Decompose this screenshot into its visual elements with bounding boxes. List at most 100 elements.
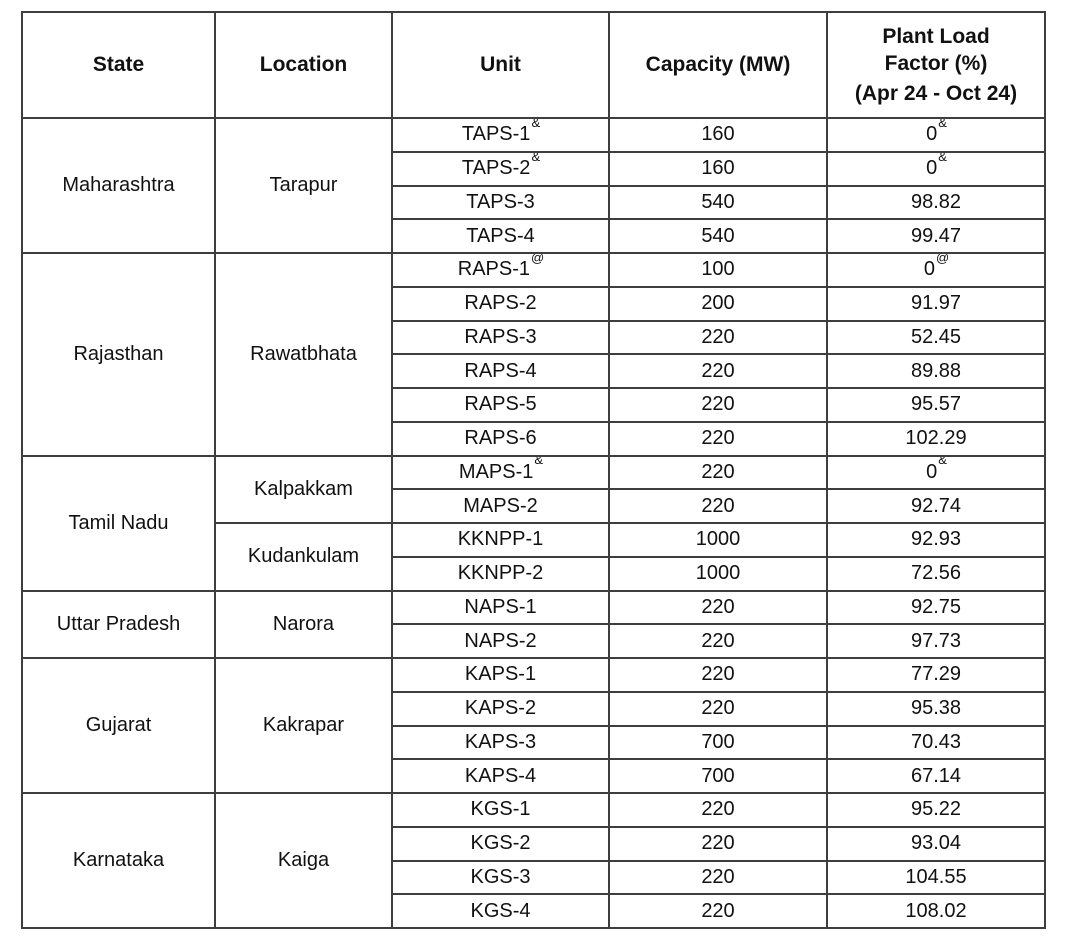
capacity-cell-text: 220 xyxy=(701,325,735,348)
plf-cell: 95.38 xyxy=(826,690,1046,727)
unit-cell: KGS-1 xyxy=(391,792,610,828)
unit-cell: MAPS-1& xyxy=(391,454,610,491)
unit-cell-text: KGS-2 xyxy=(470,832,531,855)
table-row: Karnataka Kaiga KGS-1 220 95.22 xyxy=(21,792,1046,929)
unit-cell: KAPS-4 xyxy=(391,758,610,794)
capacity-cell-text: 540 xyxy=(701,190,735,213)
unit-cell-text: RAPS-1 xyxy=(457,258,531,281)
unit-cell-text: RAPS-3 xyxy=(464,325,537,348)
state-cell: Maharashtra xyxy=(21,117,216,254)
plf-cell-superscript-marker: @ xyxy=(935,253,950,265)
location-cell: Kalpakkam xyxy=(214,454,393,524)
plf-cell: 97.73 xyxy=(826,623,1046,659)
capacity-cell: 100 xyxy=(608,252,828,288)
plf-cell-superscript-marker: & xyxy=(938,455,947,468)
capacity-cell: 700 xyxy=(608,758,828,794)
unit-cell: KGS-3 xyxy=(391,859,610,896)
unit-cell-text: RAPS-4 xyxy=(464,359,537,382)
plant-load-factor-table: State Location Unit Capacity (MW) Plant … xyxy=(21,11,1046,929)
plf-cell-text: 77.29 xyxy=(910,663,962,686)
unit-cell: RAPS-2 xyxy=(391,285,610,322)
table-row: RAPS-5 220 95.57 xyxy=(22,387,1046,423)
header-row: State Location Unit Capacity (MW) Plant … xyxy=(21,11,1046,119)
capacity-cell: 1000 xyxy=(608,555,828,592)
capacity-cell: 220 xyxy=(608,893,828,929)
plf-cell: 95.22 xyxy=(826,792,1046,828)
location-cell-text: Tarapur xyxy=(269,174,338,196)
table-row: Rajasthan Rawatbhata RAPS-1@ 100 0@ xyxy=(21,252,1046,457)
capacity-cell: 700 xyxy=(608,724,828,761)
capacity-cell: 160 xyxy=(608,150,828,187)
plf-cell-text: 95.22 xyxy=(910,798,962,821)
table-row: Kudankulam KKNPP-1 1000 92.93 xyxy=(22,522,1046,592)
capacity-cell-text: 220 xyxy=(701,460,735,483)
plf-cell-text: 95.38 xyxy=(910,697,962,720)
plf-cell-text: 93.04 xyxy=(910,832,962,855)
table-row: Maharashtra Tarapur TAPS-1& 160 0& xyxy=(21,117,1046,254)
unit-cell: TAPS-4 xyxy=(391,218,610,254)
unit-cell-superscript-marker: & xyxy=(531,151,541,164)
location-cell: Rawatbhata xyxy=(214,252,393,457)
location-cell-text: Kakrapar xyxy=(262,714,345,736)
plf-cell: 108.02 xyxy=(826,893,1046,929)
capacity-cell-text: 220 xyxy=(701,427,735,450)
table-row: Uttar Pradesh Narora NAPS-1 220 92.75 xyxy=(21,589,1046,659)
capacity-cell-text: 160 xyxy=(701,123,735,146)
header-plf-line-1: Plant Load xyxy=(882,25,990,48)
unit-cell-text: TAPS-3 xyxy=(466,190,535,213)
capacity-cell: 220 xyxy=(608,454,828,491)
unit-cell-text: KKNPP-2 xyxy=(457,562,544,585)
unit-cell: KAPS-2 xyxy=(391,690,610,727)
capacity-cell-text: 220 xyxy=(701,663,735,686)
capacity-cell-text: 1000 xyxy=(695,562,741,585)
capacity-cell: 220 xyxy=(608,420,828,457)
unit-cell: KKNPP-2 xyxy=(391,555,610,592)
capacity-cell: 220 xyxy=(608,488,828,524)
plf-cell: 99.47 xyxy=(826,218,1046,254)
capacity-cell-text: 220 xyxy=(701,899,735,922)
capacity-cell: 220 xyxy=(608,859,828,896)
plf-cell-text: 0 xyxy=(926,157,938,180)
capacity-cell-text: 200 xyxy=(701,292,735,315)
unit-cell-text: KAPS-3 xyxy=(464,730,537,753)
capacity-cell: 220 xyxy=(608,623,828,659)
plf-cell-text: 92.75 xyxy=(910,595,962,618)
state-cell: Rajasthan xyxy=(21,252,216,457)
unit-cell: TAPS-2& xyxy=(391,150,610,187)
table-row: KAPS-3 700 70.43 xyxy=(22,724,1046,761)
plf-cell: 98.82 xyxy=(826,184,1046,221)
table-row: Tamil Nadu Kalpakkam MAPS-1& 220 0& xyxy=(21,454,1046,592)
header-state: State xyxy=(21,11,216,119)
state-cell: Gujarat xyxy=(21,657,216,794)
plf-cell-text: 70.43 xyxy=(910,730,962,753)
state-cell-text: Rajasthan xyxy=(73,342,164,365)
plf-cell-text: 92.74 xyxy=(910,494,962,517)
capacity-cell-text: 220 xyxy=(701,393,735,416)
capacity-cell: 200 xyxy=(608,285,828,322)
plf-cell-text: 98.82 xyxy=(910,190,962,213)
capacity-cell: 160 xyxy=(608,117,828,153)
capacity-cell: 220 xyxy=(608,353,828,389)
table-row: KGS-2 220 93.04 xyxy=(22,825,1046,862)
capacity-cell: 220 xyxy=(608,792,828,828)
plf-cell: 91.97 xyxy=(826,285,1046,322)
unit-cell: NAPS-2 xyxy=(391,623,610,659)
table-row: TAPS-4 540 99.47 xyxy=(22,218,1046,254)
capacity-cell-text: 160 xyxy=(701,157,735,180)
plf-cell: 77.29 xyxy=(826,657,1046,693)
location-cell: Kudankulam xyxy=(214,522,393,592)
unit-cell-text: KAPS-1 xyxy=(464,663,537,686)
capacity-cell-text: 1000 xyxy=(695,528,741,551)
header-capacity: Capacity (MW) xyxy=(608,11,828,119)
table-row: KGS-4 220 108.02 xyxy=(22,893,1046,929)
table-row: RAPS-2 200 91.97 xyxy=(22,285,1046,322)
unit-cell-superscript-marker: & xyxy=(531,118,541,130)
table-row: KAPS-2 220 95.38 xyxy=(22,690,1046,727)
header-plf-period: (Apr 24 - Oct 24) xyxy=(854,82,1018,105)
unit-cell: RAPS-6 xyxy=(391,420,610,457)
state-cell-text: Gujarat xyxy=(85,714,152,736)
capacity-cell: 220 xyxy=(608,825,828,862)
plf-cell: 0& xyxy=(826,454,1046,491)
plf-cell-text: 0 xyxy=(926,123,938,146)
